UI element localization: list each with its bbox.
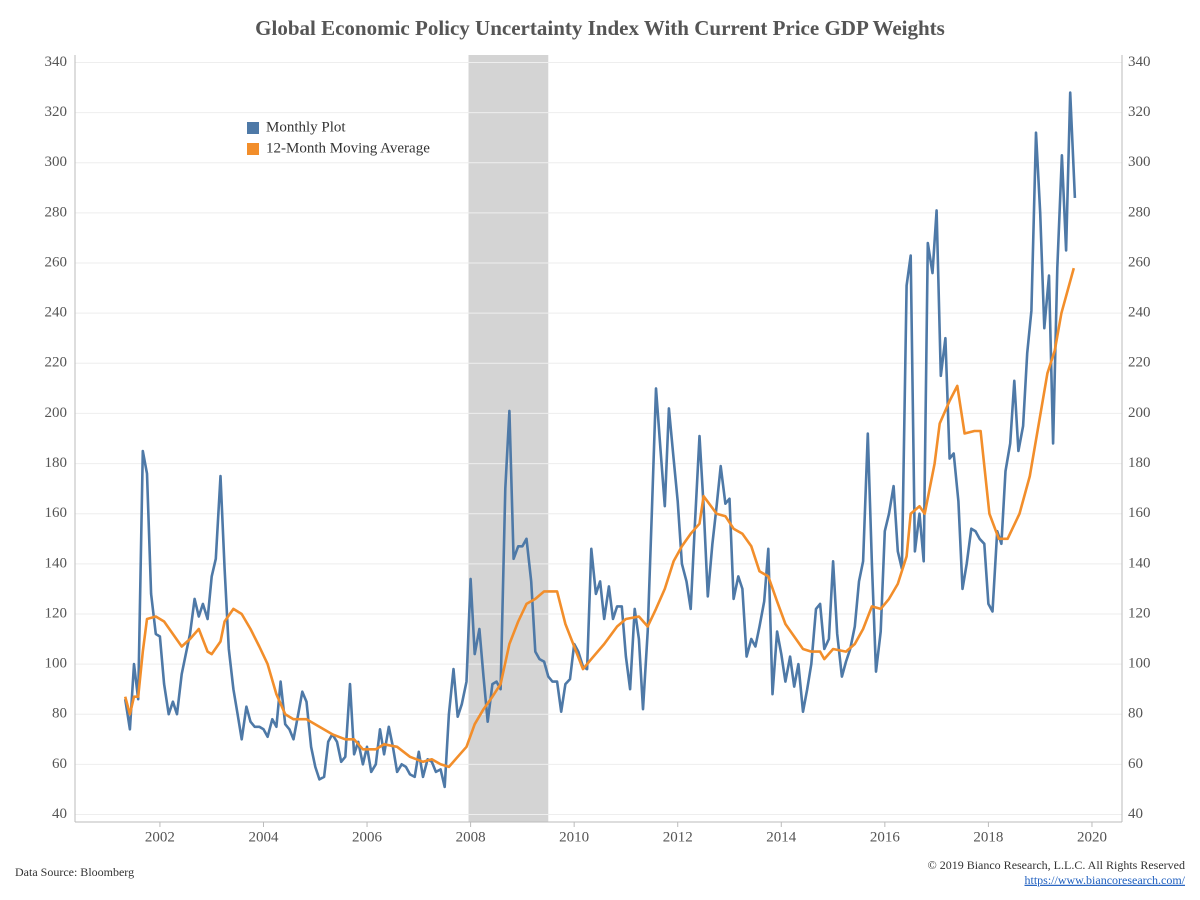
x-tick-label: 2014 bbox=[766, 829, 797, 845]
y2-tick-label: 340 bbox=[1128, 54, 1151, 70]
copyright: © 2019 Bianco Research, L.L.C. All Right… bbox=[928, 858, 1185, 872]
chart-title: Global Economic Policy Uncertainty Index… bbox=[255, 16, 945, 40]
y-tick-label: 60 bbox=[52, 756, 67, 772]
y-tick-label: 340 bbox=[45, 54, 68, 70]
y-tick-label: 140 bbox=[45, 555, 68, 571]
legend-swatch bbox=[247, 122, 259, 134]
x-tick-label: 2006 bbox=[352, 829, 383, 845]
y2-tick-label: 240 bbox=[1128, 305, 1151, 321]
x-tick-label: 2002 bbox=[145, 829, 175, 845]
x-tick-label: 2016 bbox=[870, 829, 901, 845]
y2-tick-label: 280 bbox=[1128, 204, 1151, 220]
y-tick-label: 320 bbox=[45, 104, 68, 120]
y2-tick-label: 300 bbox=[1128, 154, 1151, 170]
x-tick-label: 2010 bbox=[559, 829, 589, 845]
y2-tick-label: 220 bbox=[1128, 355, 1151, 371]
y-tick-label: 200 bbox=[45, 405, 68, 421]
y2-tick-label: 80 bbox=[1128, 706, 1143, 722]
y-tick-label: 100 bbox=[45, 656, 68, 672]
y2-tick-label: 120 bbox=[1128, 605, 1151, 621]
series-line bbox=[123, 91, 1077, 789]
x-tick-label: 2008 bbox=[456, 829, 486, 845]
y2-tick-label: 60 bbox=[1128, 756, 1143, 772]
legend-label: Monthly Plot bbox=[266, 119, 346, 135]
y-tick-label: 160 bbox=[45, 505, 68, 521]
x-tick-label: 2012 bbox=[663, 829, 693, 845]
x-tick-label: 2004 bbox=[248, 829, 279, 845]
legend-label: 12-Month Moving Average bbox=[266, 140, 430, 156]
y2-tick-label: 200 bbox=[1128, 405, 1151, 421]
y-tick-label: 40 bbox=[52, 806, 67, 822]
y-tick-label: 240 bbox=[45, 305, 68, 321]
series-line bbox=[123, 267, 1076, 769]
y-tick-label: 300 bbox=[45, 154, 68, 170]
x-tick-label: 2018 bbox=[973, 829, 1003, 845]
y2-tick-label: 320 bbox=[1128, 104, 1151, 120]
legend-swatch bbox=[247, 143, 259, 155]
y2-tick-label: 260 bbox=[1128, 254, 1151, 270]
source: Data Source: Bloomberg bbox=[15, 865, 134, 879]
y2-tick-label: 140 bbox=[1128, 555, 1151, 571]
y-tick-label: 220 bbox=[45, 355, 68, 371]
y-tick-label: 120 bbox=[45, 605, 68, 621]
y-tick-label: 180 bbox=[45, 455, 68, 471]
y-tick-label: 260 bbox=[45, 254, 68, 270]
url-link[interactable]: https://www.biancoresearch.com/ bbox=[1024, 873, 1185, 887]
x-tick-label: 2020 bbox=[1077, 829, 1107, 845]
y-tick-label: 280 bbox=[45, 204, 68, 220]
y-tick-label: 80 bbox=[52, 706, 67, 722]
y2-tick-label: 100 bbox=[1128, 656, 1151, 672]
y2-tick-label: 40 bbox=[1128, 806, 1143, 822]
y2-tick-label: 180 bbox=[1128, 455, 1151, 471]
y2-tick-label: 160 bbox=[1128, 505, 1151, 521]
